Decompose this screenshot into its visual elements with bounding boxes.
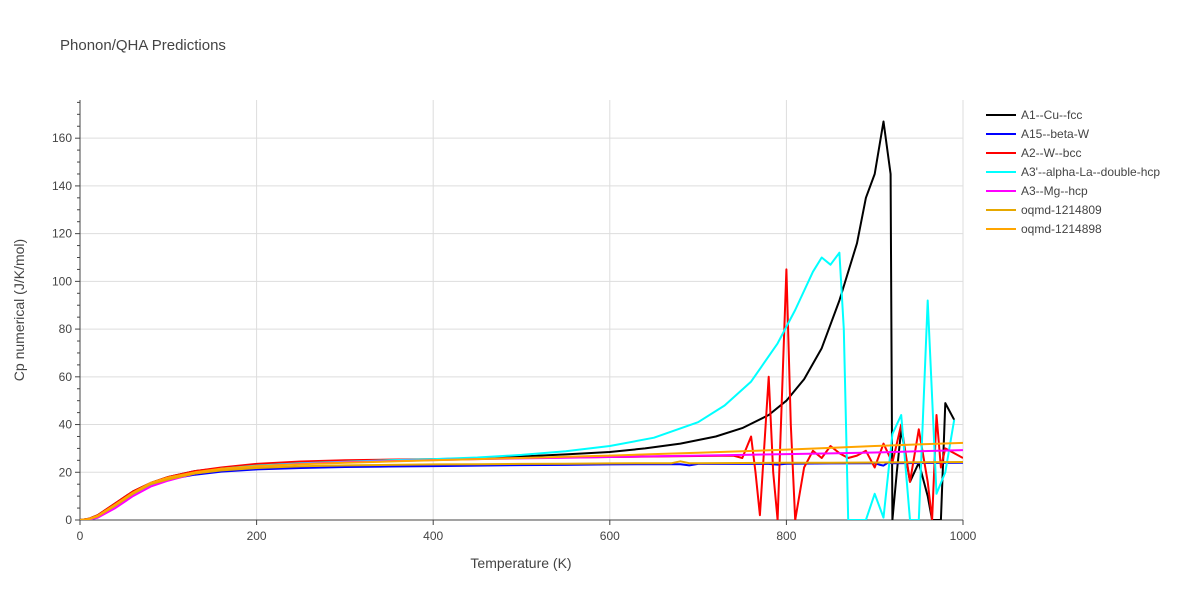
series-line-2: [80, 268, 963, 520]
x-tick-label: 0: [77, 529, 84, 543]
legend-label: A2--W--bcc: [1021, 146, 1081, 160]
y-axis-title: Cp numerical (J/K/mol): [11, 239, 27, 381]
series-line-0: [80, 120, 956, 520]
series-line-3: [80, 251, 956, 520]
y-tick-label: 160: [52, 131, 72, 145]
x-tick-label: 600: [600, 529, 620, 543]
legend-label: oqmd-1214809: [1021, 203, 1102, 217]
series-line-6: [80, 441, 963, 520]
series-line-4: [80, 449, 963, 520]
chart-title: Phonon/QHA Predictions: [60, 37, 226, 54]
legend-label: oqmd-1214898: [1021, 222, 1102, 236]
legend-item[interactable]: A15--beta-W: [986, 127, 1090, 141]
legend-label: A15--beta-W: [1021, 127, 1090, 141]
legend-label: A1--Cu--fcc: [1021, 108, 1082, 122]
x-tick-label: 200: [247, 529, 267, 543]
series-line-5: [80, 460, 963, 520]
x-tick-label: 1000: [950, 529, 977, 543]
y-tick-label: 100: [52, 274, 72, 288]
legend-item[interactable]: A3--Mg--hcp: [986, 184, 1088, 198]
axes: [79, 100, 963, 521]
x-tick-label: 800: [776, 529, 796, 543]
legend[interactable]: A1--Cu--fcc A15--beta-W A2--W--bcc A3'--alp…: [986, 108, 1160, 236]
x-tick-label: 400: [423, 529, 443, 543]
y-tick-label: 120: [52, 227, 72, 241]
y-tick-label: 140: [52, 179, 72, 193]
x-axis-ticks: 0 200 400 600 800 1000: [77, 520, 977, 543]
y-tick-label: 0: [65, 513, 72, 527]
legend-item[interactable]: oqmd-1214898: [986, 222, 1102, 236]
legend-item[interactable]: A1--Cu--fcc: [986, 108, 1082, 122]
legend-item[interactable]: A2--W--bcc: [986, 146, 1081, 160]
y-tick-label: 80: [59, 322, 73, 336]
grid: [80, 100, 964, 520]
y-tick-label: 60: [59, 370, 73, 384]
legend-item[interactable]: oqmd-1214809: [986, 203, 1102, 217]
y-axis-ticks: 0 20 40 60 80 100 120 140 160: [52, 101, 80, 527]
x-axis-title: Temperature (K): [470, 555, 571, 571]
legend-item[interactable]: A3'--alpha-La--double-hcp: [986, 165, 1160, 179]
legend-label: A3--Mg--hcp: [1021, 184, 1088, 198]
y-tick-label: 20: [59, 465, 73, 479]
legend-label: A3'--alpha-La--double-hcp: [1021, 165, 1160, 179]
series-lines: [80, 120, 963, 520]
y-tick-label: 40: [59, 418, 73, 432]
